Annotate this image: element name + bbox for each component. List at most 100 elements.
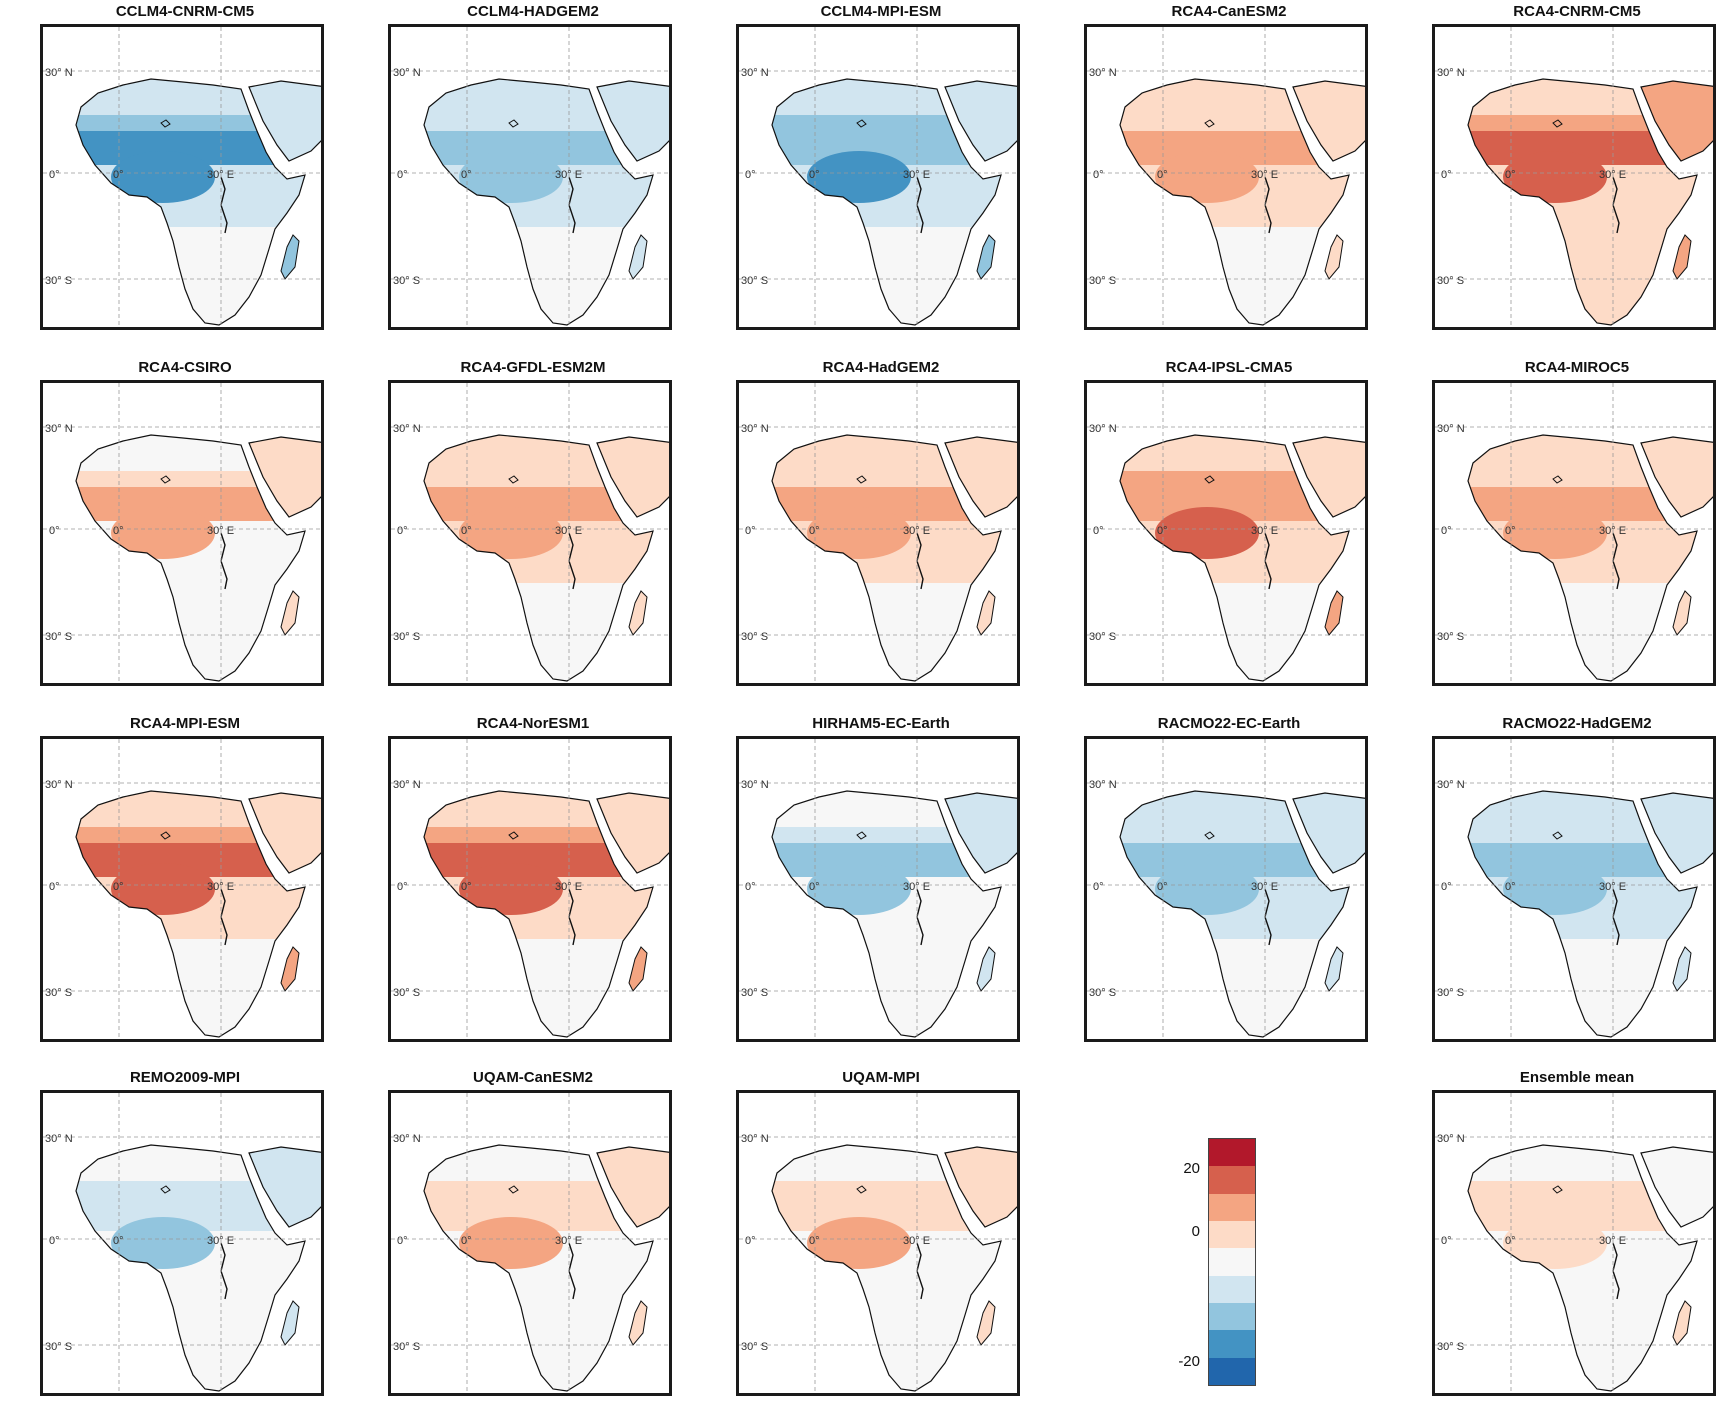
map-panel: RCA4-HadGEM2 30° N 0° 30° S 0° 30° E [726, 358, 1036, 688]
lon-label-30e: 30° E [903, 525, 931, 537]
colorbar-segment [1209, 1275, 1255, 1303]
colorbar [1208, 1138, 1256, 1386]
panel-title: RCA4-NorESM1 [476, 715, 590, 732]
lat-label-equator: 0° [397, 1235, 408, 1247]
map-panel: RCA4-MPI-ESM 30° N 0° 30° S 0° 30° E [30, 714, 340, 1044]
lon-label-30e: 30° E [1599, 881, 1627, 893]
lon-label-30e: 30° E [207, 525, 235, 537]
africa-map [391, 739, 669, 1039]
map-panel: RCA4-IPSL-CMA5 30° N 0° 30° S 0° 30° E [1074, 358, 1384, 688]
lat-label-30s: 30° S [741, 1341, 769, 1353]
africa-map [739, 739, 1017, 1039]
map-frame: 30° N 0° 30° S 0° 30° E [736, 736, 1020, 1042]
lon-label-0: 0° [1505, 881, 1516, 893]
africa-map [43, 383, 321, 683]
panel-title: RCA4-CNRM-CM5 [1513, 3, 1641, 20]
colorbar-segment [1209, 1139, 1255, 1167]
lat-label-equator: 0° [49, 169, 60, 181]
africa-map [391, 27, 669, 327]
lat-label-30n: 30° N [741, 67, 769, 79]
panel-title: UQAM-CanESM2 [472, 1069, 593, 1086]
lat-label-equator: 0° [397, 525, 408, 537]
lat-label-30s: 30° S [1437, 1341, 1465, 1353]
lon-label-30e: 30° E [903, 881, 931, 893]
lat-label-equator: 0° [1441, 525, 1452, 537]
lat-label-30n: 30° N [1089, 423, 1117, 435]
lat-label-equator: 0° [745, 1235, 756, 1247]
map-frame: 30° N 0° 30° S 0° 30° E [40, 1090, 324, 1396]
lat-label-30n: 30° N [45, 1133, 73, 1145]
lat-label-30s: 30° S [393, 275, 421, 287]
map-panel: CCLM4-CNRM-CM5 30° N 0° 30° S 0° 30° E [30, 2, 340, 332]
lon-label-0: 0° [809, 1235, 820, 1247]
map-panel: RCA4-CSIRO 30° N 0° 30° S 0° 30° E [30, 358, 340, 688]
lon-label-0: 0° [113, 881, 124, 893]
map-panel: CCLM4-MPI-ESM 30° N 0° 30° S 0° 30° E [726, 2, 1036, 332]
lat-label-30n: 30° N [1437, 423, 1465, 435]
lat-label-equator: 0° [745, 169, 756, 181]
lat-label-30s: 30° S [393, 1341, 421, 1353]
lat-label-30s: 30° S [1437, 631, 1465, 643]
lat-label-30n: 30° N [393, 67, 421, 79]
map-panel: RCA4-NorESM1 30° N 0° 30° S 0° 30° E [378, 714, 688, 1044]
lon-label-30e: 30° E [555, 881, 583, 893]
africa-map [739, 27, 1017, 327]
lon-label-30e: 30° E [903, 1235, 931, 1247]
lat-label-30s: 30° S [1089, 631, 1117, 643]
lon-label-0: 0° [461, 1235, 472, 1247]
lon-label-30e: 30° E [1599, 169, 1627, 181]
lat-label-equator: 0° [1093, 525, 1104, 537]
colorbar-segment [1209, 1248, 1255, 1276]
colorbar-tick-minus-20: -20 [1178, 1353, 1200, 1370]
map-panel: RACMO22-HadGEM2 30° N 0° 30° S 0° 30° E [1422, 714, 1720, 1044]
map-frame: 30° N 0° 30° S 0° 30° E [1084, 736, 1368, 1042]
lat-label-30s: 30° S [741, 631, 769, 643]
map-panel: RCA4-CanESM2 30° N 0° 30° S 0° 30° E [1074, 2, 1384, 332]
lat-label-30n: 30° N [393, 423, 421, 435]
map-frame: 30° N 0° 30° S 0° 30° E [388, 1090, 672, 1396]
lat-label-30n: 30° N [1089, 67, 1117, 79]
map-frame: 30° N 0° 30° S 0° 30° E [1084, 24, 1368, 330]
map-panel: RCA4-GFDL-ESM2M 30° N 0° 30° S 0° 30° E [378, 358, 688, 688]
map-frame: 30° N 0° 30° S 0° 30° E [1432, 736, 1716, 1042]
panel-title: RCA4-CanESM2 [1171, 3, 1287, 20]
lat-label-equator: 0° [1441, 169, 1452, 181]
lon-label-0: 0° [809, 881, 820, 893]
lon-label-0: 0° [809, 169, 820, 181]
panel-title: RCA4-MIROC5 [1524, 359, 1630, 376]
lat-label-30s: 30° S [393, 631, 421, 643]
map-panel: RCA4-MIROC5 30° N 0° 30° S 0° 30° E [1422, 358, 1720, 688]
lon-label-30e: 30° E [555, 525, 583, 537]
africa-map [1087, 27, 1365, 327]
lat-label-30n: 30° N [1437, 779, 1465, 791]
panel-title: CCLM4-HADGEM2 [467, 3, 599, 20]
map-frame: 30° N 0° 30° S 0° 30° E [736, 1090, 1020, 1396]
lat-label-equator: 0° [745, 525, 756, 537]
map-frame: 30° N 0° 30° S 0° 30° E [40, 380, 324, 686]
africa-map [391, 1093, 669, 1393]
lat-label-30s: 30° S [45, 275, 73, 287]
africa-map [43, 739, 321, 1039]
colorbar-segment [1209, 1303, 1255, 1331]
lon-label-30e: 30° E [555, 1235, 583, 1247]
lon-label-0: 0° [1157, 169, 1168, 181]
map-panel: RCA4-CNRM-CM5 30° N 0° 30° S 0° 30° E [1422, 2, 1720, 332]
panel-title: RCA4-MPI-ESM [129, 715, 240, 732]
lon-label-30e: 30° E [1599, 1235, 1627, 1247]
lon-label-0: 0° [461, 169, 472, 181]
lon-label-0: 0° [1505, 1235, 1516, 1247]
colorbar-tick-0: 0 [1191, 1223, 1200, 1240]
map-panel: RACMO22-EC-Earth 30° N 0° 30° S 0° 30° E [1074, 714, 1384, 1044]
lat-label-30s: 30° S [393, 987, 421, 999]
lon-label-30e: 30° E [903, 169, 931, 181]
lon-label-30e: 30° E [555, 169, 583, 181]
africa-map [1435, 739, 1713, 1039]
africa-map [739, 383, 1017, 683]
lat-label-30s: 30° S [1437, 987, 1465, 999]
africa-map [1435, 1093, 1713, 1393]
panel-title: RACMO22-HadGEM2 [1502, 715, 1652, 732]
africa-map [739, 1093, 1017, 1393]
map-panel: REMO2009-MPI 30° N 0° 30° S 0° 30° E [30, 1068, 340, 1398]
colorbar-segment [1209, 1221, 1255, 1249]
lat-label-30n: 30° N [1089, 779, 1117, 791]
